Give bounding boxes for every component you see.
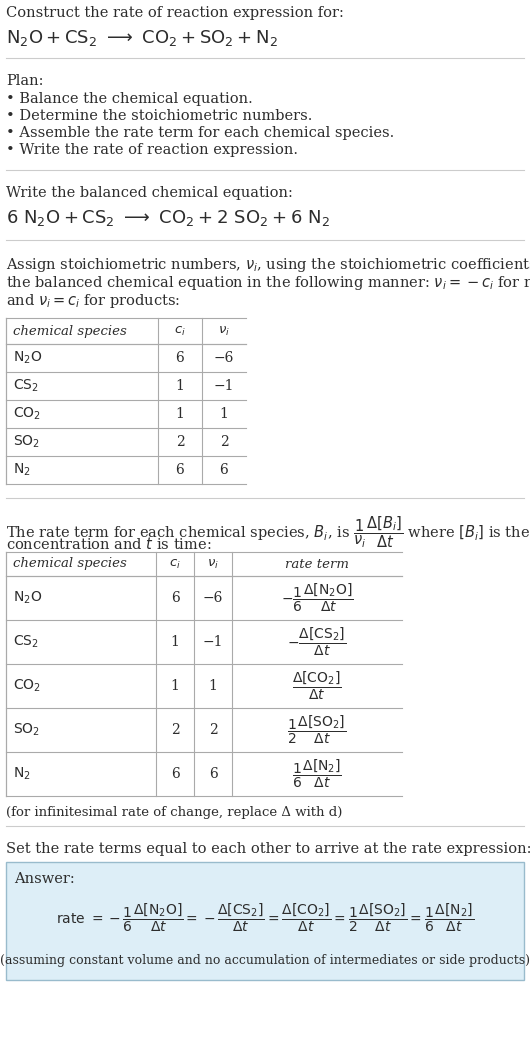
Text: rate $= -\dfrac{1}{6}\dfrac{\Delta[\mathrm{N_2O}]}{\Delta t} = -\dfrac{\Delta[\m: rate $= -\dfrac{1}{6}\dfrac{\Delta[\math… (56, 902, 474, 934)
Text: 6: 6 (175, 351, 184, 365)
Text: $\mathrm{CS_2}$: $\mathrm{CS_2}$ (13, 634, 39, 651)
Text: $c_i$: $c_i$ (174, 324, 186, 338)
Text: −6: −6 (214, 351, 234, 365)
Text: $\dfrac{1}{2}\dfrac{\Delta[\mathrm{SO_2}]}{\Delta t}$: $\dfrac{1}{2}\dfrac{\Delta[\mathrm{SO_2}… (287, 713, 347, 746)
Text: $\mathrm{N_2}$: $\mathrm{N_2}$ (13, 766, 31, 782)
Text: 2: 2 (219, 435, 228, 449)
Text: $-\dfrac{1}{6}\dfrac{\Delta[\mathrm{N_2O}]}{\Delta t}$: $-\dfrac{1}{6}\dfrac{\Delta[\mathrm{N_2O… (281, 582, 354, 614)
Text: −1: −1 (214, 379, 234, 393)
Text: • Write the rate of reaction expression.: • Write the rate of reaction expression. (6, 143, 298, 157)
Text: Construct the rate of reaction expression for:: Construct the rate of reaction expressio… (6, 6, 344, 20)
Text: Write the balanced chemical equation:: Write the balanced chemical equation: (6, 186, 293, 200)
Text: (assuming constant volume and no accumulation of intermediates or side products): (assuming constant volume and no accumul… (0, 954, 530, 967)
Text: concentration and $t$ is time:: concentration and $t$ is time: (6, 536, 211, 552)
Text: 1: 1 (175, 379, 184, 393)
Text: Plan:: Plan: (6, 74, 43, 88)
Text: $\mathrm{SO_2}$: $\mathrm{SO_2}$ (13, 722, 40, 738)
Text: −1: −1 (203, 635, 223, 649)
Text: 6: 6 (171, 767, 179, 781)
Text: 2: 2 (175, 435, 184, 449)
Text: $-\dfrac{\Delta[\mathrm{CS_2}]}{\Delta t}$: $-\dfrac{\Delta[\mathrm{CS_2}]}{\Delta t… (287, 626, 347, 658)
Text: $\mathrm{N_2O}$: $\mathrm{N_2O}$ (13, 590, 42, 607)
Text: chemical species: chemical species (13, 324, 127, 338)
Text: and $\nu_i = c_i$ for products:: and $\nu_i = c_i$ for products: (6, 292, 180, 310)
Text: $\mathrm{N_2O}$: $\mathrm{N_2O}$ (13, 349, 42, 366)
Text: Answer:: Answer: (14, 872, 75, 886)
Text: $c_i$: $c_i$ (169, 558, 181, 570)
Text: • Determine the stoichiometric numbers.: • Determine the stoichiometric numbers. (6, 109, 312, 123)
Text: rate term: rate term (285, 558, 349, 570)
Text: 2: 2 (171, 723, 179, 737)
Text: • Balance the chemical equation.: • Balance the chemical equation. (6, 92, 253, 106)
Text: $\mathrm{SO_2}$: $\mathrm{SO_2}$ (13, 434, 40, 450)
Text: 1: 1 (171, 679, 180, 693)
Text: $\mathrm{CO_2}$: $\mathrm{CO_2}$ (13, 406, 41, 423)
Text: 1: 1 (175, 407, 184, 420)
Text: (for infinitesimal rate of change, replace Δ with d): (for infinitesimal rate of change, repla… (6, 806, 342, 819)
Text: chemical species: chemical species (13, 558, 127, 570)
Text: 1: 1 (209, 679, 217, 693)
Text: 6: 6 (209, 767, 217, 781)
Text: −6: −6 (203, 591, 223, 605)
Text: $\nu_i$: $\nu_i$ (207, 558, 219, 570)
Text: Assign stoichiometric numbers, $\nu_i$, using the stoichiometric coefficients, $: Assign stoichiometric numbers, $\nu_i$, … (6, 256, 530, 274)
Text: $\mathrm{N_2O + CS_2 \ \longrightarrow \ CO_2 + SO_2 + N_2}$: $\mathrm{N_2O + CS_2 \ \longrightarrow \… (6, 28, 278, 48)
Text: $\dfrac{\Delta[\mathrm{CO_2}]}{\Delta t}$: $\dfrac{\Delta[\mathrm{CO_2}]}{\Delta t}… (292, 669, 342, 702)
Text: $\dfrac{1}{6}\dfrac{\Delta[\mathrm{N_2}]}{\Delta t}$: $\dfrac{1}{6}\dfrac{\Delta[\mathrm{N_2}]… (292, 758, 342, 790)
Text: 2: 2 (209, 723, 217, 737)
Text: 1: 1 (171, 635, 180, 649)
Text: $\mathrm{6\ N_2O + CS_2 \ \longrightarrow \ CO_2 + 2\ SO_2 + 6\ N_2}$: $\mathrm{6\ N_2O + CS_2 \ \longrightarro… (6, 208, 330, 228)
Text: The rate term for each chemical species, $B_i$, is $\dfrac{1}{\nu_i}\dfrac{\Delt: The rate term for each chemical species,… (6, 514, 530, 549)
Text: 6: 6 (175, 463, 184, 477)
Text: $\mathrm{CO_2}$: $\mathrm{CO_2}$ (13, 678, 41, 695)
Text: 6: 6 (219, 463, 228, 477)
Text: $\mathrm{CS_2}$: $\mathrm{CS_2}$ (13, 378, 39, 394)
Text: the balanced chemical equation in the following manner: $\nu_i = -c_i$ for react: the balanced chemical equation in the fo… (6, 274, 530, 292)
Text: 1: 1 (219, 407, 228, 420)
Text: • Assemble the rate term for each chemical species.: • Assemble the rate term for each chemic… (6, 126, 394, 140)
Text: 6: 6 (171, 591, 179, 605)
Text: $\mathrm{N_2}$: $\mathrm{N_2}$ (13, 461, 31, 478)
Text: Set the rate terms equal to each other to arrive at the rate expression:: Set the rate terms equal to each other t… (6, 842, 530, 856)
Text: $\nu_i$: $\nu_i$ (218, 324, 230, 338)
FancyBboxPatch shape (6, 862, 524, 980)
